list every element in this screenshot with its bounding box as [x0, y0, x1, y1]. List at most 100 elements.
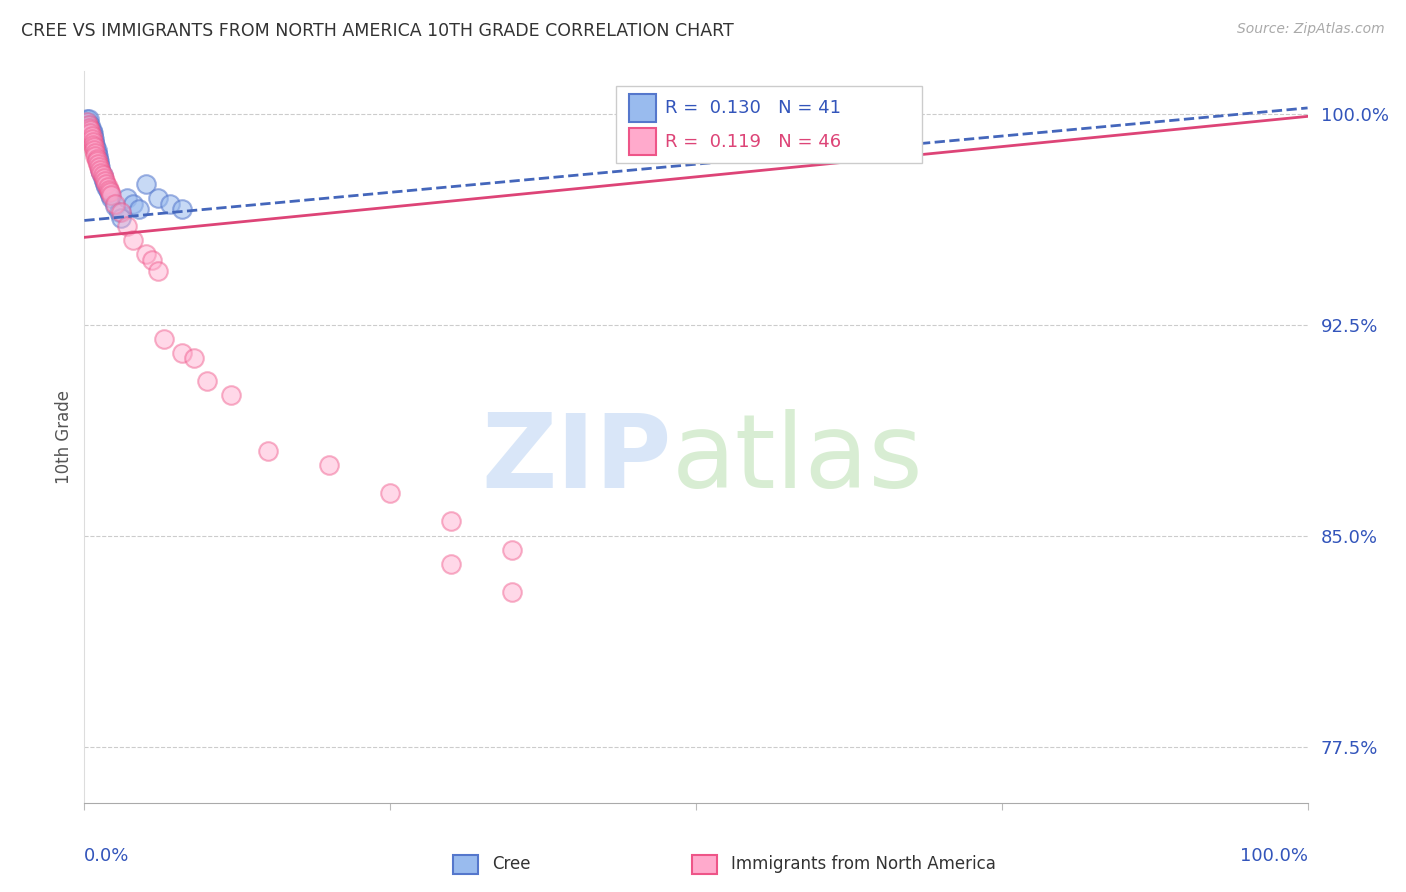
Point: [96, 179, 118, 194]
FancyBboxPatch shape: [628, 94, 655, 122]
Point: [115, 219, 138, 233]
Point: [172, 202, 194, 217]
Text: CREE VS IMMIGRANTS FROM NORTH AMERICA 10TH GRADE CORRELATION CHART: CREE VS IMMIGRANTS FROM NORTH AMERICA 10…: [21, 22, 734, 40]
FancyBboxPatch shape: [616, 86, 922, 162]
Point: [93, 171, 115, 186]
Point: [83, 143, 105, 157]
Text: ZIP: ZIP: [481, 409, 672, 509]
Point: [83, 132, 105, 146]
Point: [122, 196, 145, 211]
Point: [79, 120, 101, 135]
Point: [79, 118, 101, 132]
Point: [93, 174, 115, 188]
Point: [80, 123, 103, 137]
Point: [94, 177, 117, 191]
Point: [79, 126, 101, 140]
Point: [82, 135, 104, 149]
Text: atlas: atlas: [672, 409, 924, 509]
Point: [84, 149, 107, 163]
Point: [172, 345, 194, 359]
Point: [97, 182, 120, 196]
Point: [135, 247, 157, 261]
Point: [122, 233, 145, 247]
Point: [84, 145, 107, 160]
Point: [83, 140, 105, 154]
Point: [440, 557, 463, 571]
Text: 100.0%: 100.0%: [1240, 847, 1308, 864]
Point: [195, 374, 218, 388]
Point: [98, 188, 121, 202]
Text: 0.0%: 0.0%: [84, 847, 129, 864]
Point: [183, 351, 205, 366]
Point: [80, 126, 103, 140]
Point: [501, 542, 523, 557]
Point: [82, 126, 104, 140]
Point: [76, 115, 98, 129]
Point: [97, 179, 120, 194]
Point: [77, 120, 100, 135]
Point: [86, 143, 108, 157]
Point: [257, 444, 280, 458]
Point: [82, 129, 104, 144]
Point: [380, 486, 402, 500]
Point: [87, 152, 110, 166]
Point: [146, 264, 169, 278]
Point: [159, 196, 181, 211]
Point: [128, 202, 150, 217]
Point: [89, 162, 111, 177]
Y-axis label: 10th Grade: 10th Grade: [55, 390, 73, 484]
Point: [141, 252, 163, 267]
Point: [501, 584, 523, 599]
Point: [82, 137, 104, 152]
Point: [76, 112, 98, 127]
Point: [87, 154, 110, 169]
Point: [94, 174, 117, 188]
Point: [90, 166, 112, 180]
Point: [90, 166, 112, 180]
Point: [83, 135, 105, 149]
Point: [107, 205, 129, 219]
Text: Immigrants from North America: Immigrants from North America: [731, 855, 995, 873]
Point: [87, 149, 110, 163]
Point: [146, 191, 169, 205]
Point: [104, 199, 127, 213]
Point: [87, 157, 110, 171]
Point: [440, 515, 463, 529]
Point: [77, 118, 100, 132]
Point: [91, 171, 114, 186]
Text: R =  0.130   N = 41: R = 0.130 N = 41: [665, 99, 841, 117]
Point: [97, 186, 120, 200]
Point: [89, 160, 111, 174]
Point: [86, 154, 108, 169]
Text: R =  0.119   N = 46: R = 0.119 N = 46: [665, 133, 842, 151]
Point: [77, 112, 100, 127]
Point: [86, 152, 108, 166]
Point: [87, 160, 110, 174]
FancyBboxPatch shape: [628, 128, 655, 155]
Point: [89, 162, 111, 177]
Point: [96, 177, 118, 191]
Point: [115, 191, 138, 205]
Point: [80, 129, 103, 144]
Point: [91, 169, 114, 183]
Point: [100, 191, 122, 205]
Point: [84, 140, 107, 154]
Text: Cree: Cree: [492, 855, 530, 873]
Point: [97, 182, 120, 196]
Point: [86, 145, 108, 160]
Point: [91, 169, 114, 183]
Point: [98, 186, 121, 200]
Point: [84, 137, 107, 152]
Point: [77, 115, 100, 129]
Point: [104, 196, 127, 211]
Text: Source: ZipAtlas.com: Source: ZipAtlas.com: [1237, 22, 1385, 37]
Point: [318, 458, 340, 473]
Point: [135, 177, 157, 191]
Point: [219, 388, 242, 402]
Point: [79, 123, 101, 137]
Point: [100, 188, 122, 202]
Point: [80, 132, 103, 146]
Point: [110, 211, 132, 225]
Point: [87, 157, 110, 171]
Point: [153, 332, 176, 346]
